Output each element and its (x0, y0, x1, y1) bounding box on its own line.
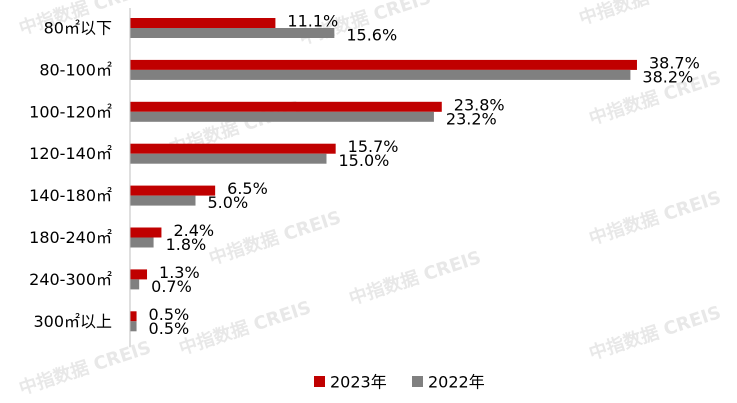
watermark: 中指数据 CREIS (346, 246, 483, 309)
y-tick-label: 140-180㎡ (29, 186, 112, 205)
value-label: 6.5% (227, 179, 268, 198)
bar (130, 153, 327, 164)
y-tick-label: 80-100㎡ (39, 60, 112, 79)
bar (130, 237, 154, 248)
legend-label: 2023年 (330, 373, 387, 392)
value-label: 5.0% (208, 193, 249, 212)
watermark: 中指数据 CREIS (586, 301, 723, 364)
watermark: 中指数据 CREIS (586, 186, 723, 249)
value-label: 38.2% (642, 67, 693, 86)
y-tick-label: 300㎡以上 (33, 312, 112, 331)
bar (130, 18, 276, 28)
y-tick-label: 80㎡以下 (44, 19, 112, 38)
bar (130, 185, 216, 196)
bar (130, 143, 336, 154)
bar (130, 269, 148, 280)
bar (130, 227, 162, 238)
watermark: 中指数据 CREIS (16, 336, 153, 399)
bar (130, 101, 442, 112)
value-label: 38.7% (649, 53, 700, 72)
legend-swatch (412, 376, 423, 387)
bar (130, 111, 434, 122)
value-label: 15.0% (339, 151, 390, 170)
y-tick-label: 240-300㎡ (29, 270, 112, 289)
bar (130, 28, 335, 38)
legend-label: 2022年 (428, 373, 485, 392)
watermark: 中指数据 CREIS (176, 296, 313, 359)
value-label: 0.5% (149, 319, 190, 338)
value-label: 0.7% (151, 277, 192, 296)
value-label: 11.1% (287, 12, 338, 31)
legend-swatch (314, 376, 325, 387)
value-label: 15.7% (348, 137, 399, 156)
bar (130, 195, 196, 206)
value-label: 1.3% (159, 263, 200, 282)
bar (130, 311, 137, 322)
value-label: 2.4% (173, 221, 214, 240)
bar (130, 59, 637, 70)
bar (130, 321, 137, 332)
value-label: 0.5% (149, 305, 190, 324)
y-tick-label: 120-140㎡ (29, 144, 112, 163)
value-label: 15.6% (346, 26, 397, 45)
value-label: 1.8% (166, 235, 207, 254)
y-tick-label: 180-240㎡ (29, 228, 112, 247)
y-tick-label: 100-120㎡ (29, 102, 112, 121)
bar (130, 69, 631, 80)
value-label: 23.8% (454, 95, 505, 114)
bar (130, 279, 140, 290)
watermark: 中指数据 CREIS (206, 206, 343, 269)
watermark: 中指数据 CREIS (576, 0, 713, 30)
value-label: 23.2% (446, 109, 497, 128)
